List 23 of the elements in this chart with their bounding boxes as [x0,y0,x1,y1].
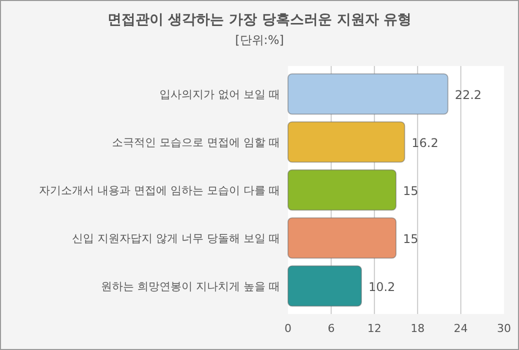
y-tick-label: 원하는 희망연봉이 지나치게 높을 때 [101,280,280,293]
y-tick-label: 소극적인 모습으로 면접에 임할 때 [112,136,280,149]
y-tick-label: 신입 지원자답지 않게 너무 당돌해 보일 때 [72,232,280,245]
data-label: 22.2 [454,88,482,102]
y-tick-label: 자기소개서 내용과 면접에 임하는 모습이 다를 때 [39,184,280,197]
data-label: 10.2 [368,280,396,294]
bar [288,169,396,211]
x-tick-label: 12 [367,322,382,335]
x-tick-label: 6 [328,322,335,335]
x-tick-label: 0 [284,322,292,335]
bar [288,265,362,307]
bar [288,121,406,163]
data-label: 15 [403,184,418,198]
x-tick-label: 30 [497,322,511,335]
bar [288,217,396,259]
data-label: 16.2 [412,136,438,150]
chart-title: 면접관이 생각하는 가장 당혹스러운 지원자 유형 [107,12,412,28]
x-tick-label: 18 [410,322,425,335]
bar [288,73,448,115]
x-tick-label: 24 [454,322,468,335]
chart-subtitle: [단위:%] [235,33,284,47]
y-tick-label: 입사의지가 없어 보일 때 [160,88,280,101]
data-label: 15 [403,232,418,246]
